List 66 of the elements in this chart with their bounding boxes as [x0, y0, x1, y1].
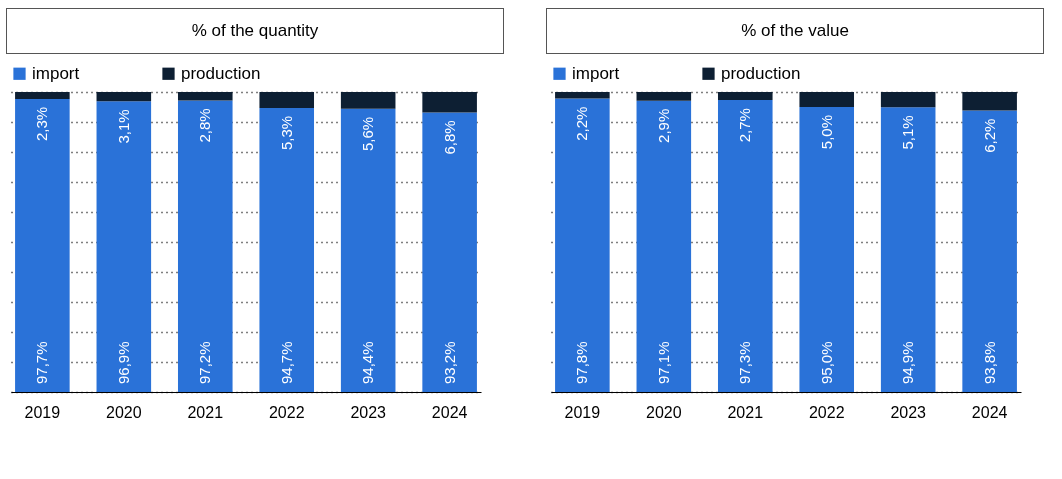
bar: [717, 100, 773, 392]
bar: [422, 112, 477, 392]
data-label: 3,1%: [114, 109, 132, 144]
data-label: 2,8%: [196, 108, 214, 143]
bar: [340, 108, 396, 392]
x-tick-label: 2021: [727, 403, 764, 421]
bar: [96, 92, 152, 102]
bar: [962, 110, 1017, 392]
data-label: 93,8%: [980, 341, 998, 384]
data-label: 2,2%: [573, 106, 591, 141]
data-label: 5,0%: [817, 115, 835, 150]
bar: [15, 92, 70, 99]
bar: [177, 92, 233, 101]
data-label: 2,3%: [33, 106, 51, 142]
x-tick-label: 2019: [24, 403, 61, 421]
data-label: 97,7%: [33, 341, 51, 384]
bar: [422, 92, 477, 113]
data-label: 6,8%: [440, 120, 458, 155]
data-label: 94,4%: [359, 341, 377, 384]
x-tick-label: 2022: [268, 403, 305, 421]
data-label: 5,3%: [277, 115, 295, 151]
legend-label: import: [32, 63, 80, 83]
bar: [636, 100, 692, 392]
data-label: 5,1%: [899, 115, 917, 150]
chart-title: % of the quantity: [6, 8, 504, 54]
legend-label: import: [572, 63, 620, 83]
bar: [15, 98, 70, 392]
bar: [880, 92, 936, 108]
data-label: 95,0%: [817, 341, 835, 384]
data-label: 97,1%: [654, 341, 672, 384]
data-label: 5,6%: [359, 116, 377, 151]
bar: [962, 92, 1017, 111]
data-label: 2,7%: [736, 108, 754, 143]
x-tick-label: 2019: [564, 403, 601, 421]
bar: [96, 101, 152, 392]
data-label: 97,2%: [196, 341, 214, 384]
data-label: 94,7%: [277, 341, 295, 384]
data-label: 97,3%: [736, 341, 754, 384]
data-label: 93,2%: [440, 341, 458, 384]
data-label: 97,8%: [573, 341, 591, 384]
x-tick-label: 2021: [187, 403, 224, 421]
bar: [259, 107, 315, 392]
bar: [555, 92, 610, 99]
data-label: 2,9%: [654, 108, 672, 143]
bar: [177, 100, 233, 392]
data-label: 96,9%: [114, 341, 132, 384]
x-tick-label: 2024: [971, 403, 1008, 421]
legend-label: production: [181, 63, 261, 83]
bar: [259, 92, 315, 108]
data-label: 94,9%: [899, 341, 917, 384]
x-tick-label: 2022: [808, 403, 845, 421]
bar: [555, 98, 610, 392]
data-label: 6,2%: [980, 118, 998, 153]
x-tick-label: 2020: [106, 403, 142, 421]
bar: [340, 92, 396, 109]
chart-title: % of the value: [546, 8, 1044, 54]
bar: [799, 107, 855, 392]
x-tick-label: 2023: [350, 403, 387, 421]
bar: [717, 92, 773, 101]
bar: [636, 92, 692, 101]
legend-label: production: [721, 63, 801, 83]
x-tick-label: 2020: [646, 403, 682, 421]
x-tick-label: 2024: [431, 403, 468, 421]
bar: [799, 92, 855, 107]
x-tick-label: 2023: [890, 403, 927, 421]
bar: [880, 107, 936, 392]
